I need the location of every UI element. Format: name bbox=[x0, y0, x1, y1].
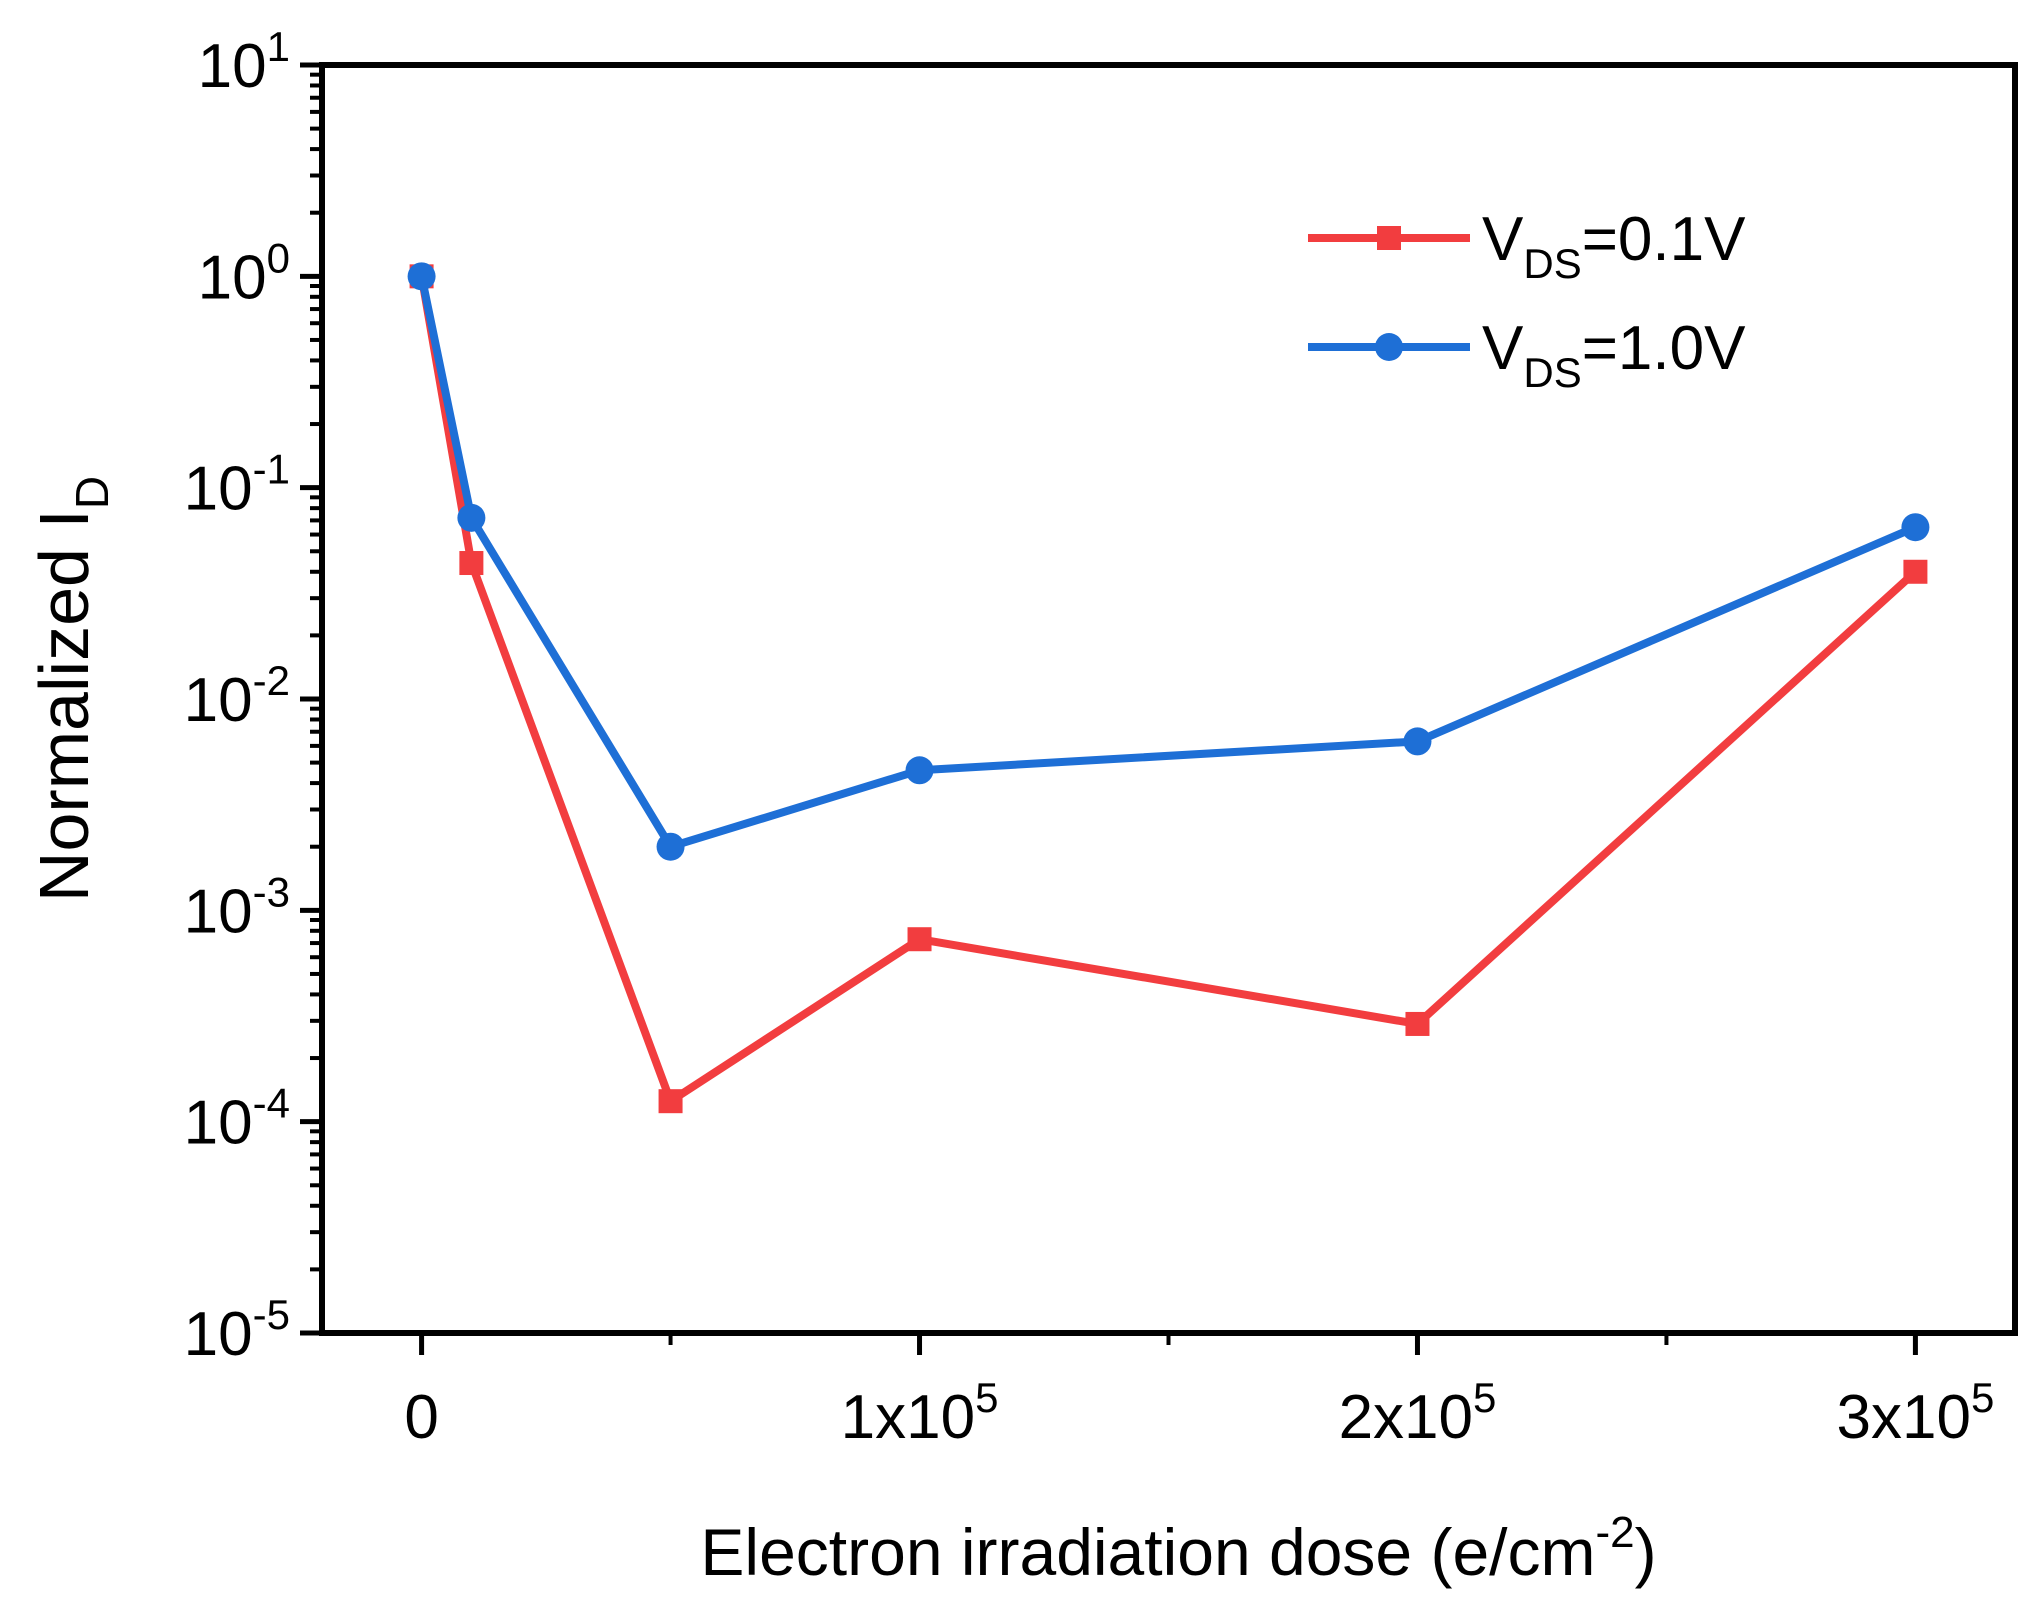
y-tick-label: 10-4 bbox=[184, 1080, 290, 1158]
data-point-circle bbox=[905, 756, 934, 785]
x-axis-title: Electron irradiation dose (e/cm-2) bbox=[700, 1508, 1656, 1589]
legend: VDS=0.1V VDS=1.0V bbox=[1308, 205, 1746, 396]
series-line-1 bbox=[417, 275, 1917, 851]
legend-marker-square bbox=[1377, 226, 1401, 250]
y-tick-label: 10-2 bbox=[184, 657, 290, 735]
legend-marker-circle bbox=[1375, 333, 1403, 361]
x-tick-label: 2x105 bbox=[1339, 1374, 1497, 1452]
data-point-circle bbox=[407, 262, 436, 291]
y-tick-label: 101 bbox=[198, 23, 290, 101]
legend-label-1: VDS=1.0V bbox=[1482, 314, 1746, 396]
data-point-square bbox=[658, 1089, 683, 1114]
labels-layer: 101 100 10-1 10-2 10-3 10-4 10-5 0 1x105 2x105 3x1… bbox=[25, 23, 1994, 1589]
legend-label-0: VDS=0.1V bbox=[1482, 205, 1746, 287]
plot-frame bbox=[319, 62, 2018, 1336]
data-point-square bbox=[907, 927, 932, 952]
y-tick-label: 10-1 bbox=[184, 446, 290, 524]
data-point-circle bbox=[1403, 727, 1432, 756]
y-tick-label: 10-5 bbox=[184, 1291, 290, 1369]
data-point-square bbox=[459, 551, 484, 576]
x-tick-label: 3x105 bbox=[1837, 1374, 1995, 1452]
series-layer bbox=[407, 262, 1930, 1114]
data-point-circle bbox=[457, 503, 486, 532]
data-point-circle bbox=[656, 832, 685, 861]
data-point-circle bbox=[1901, 513, 1930, 542]
data-point-square bbox=[1405, 1011, 1430, 1036]
series-line-0 bbox=[417, 275, 1919, 1106]
y-axis-title: Normalized ID bbox=[25, 476, 118, 902]
data-point-square bbox=[1903, 559, 1928, 584]
y-tick-label: 10-3 bbox=[184, 868, 290, 946]
y-tick-label: 100 bbox=[198, 234, 290, 312]
x-tick-label: 1x105 bbox=[841, 1374, 999, 1452]
x-tick-label: 0 bbox=[404, 1383, 438, 1452]
